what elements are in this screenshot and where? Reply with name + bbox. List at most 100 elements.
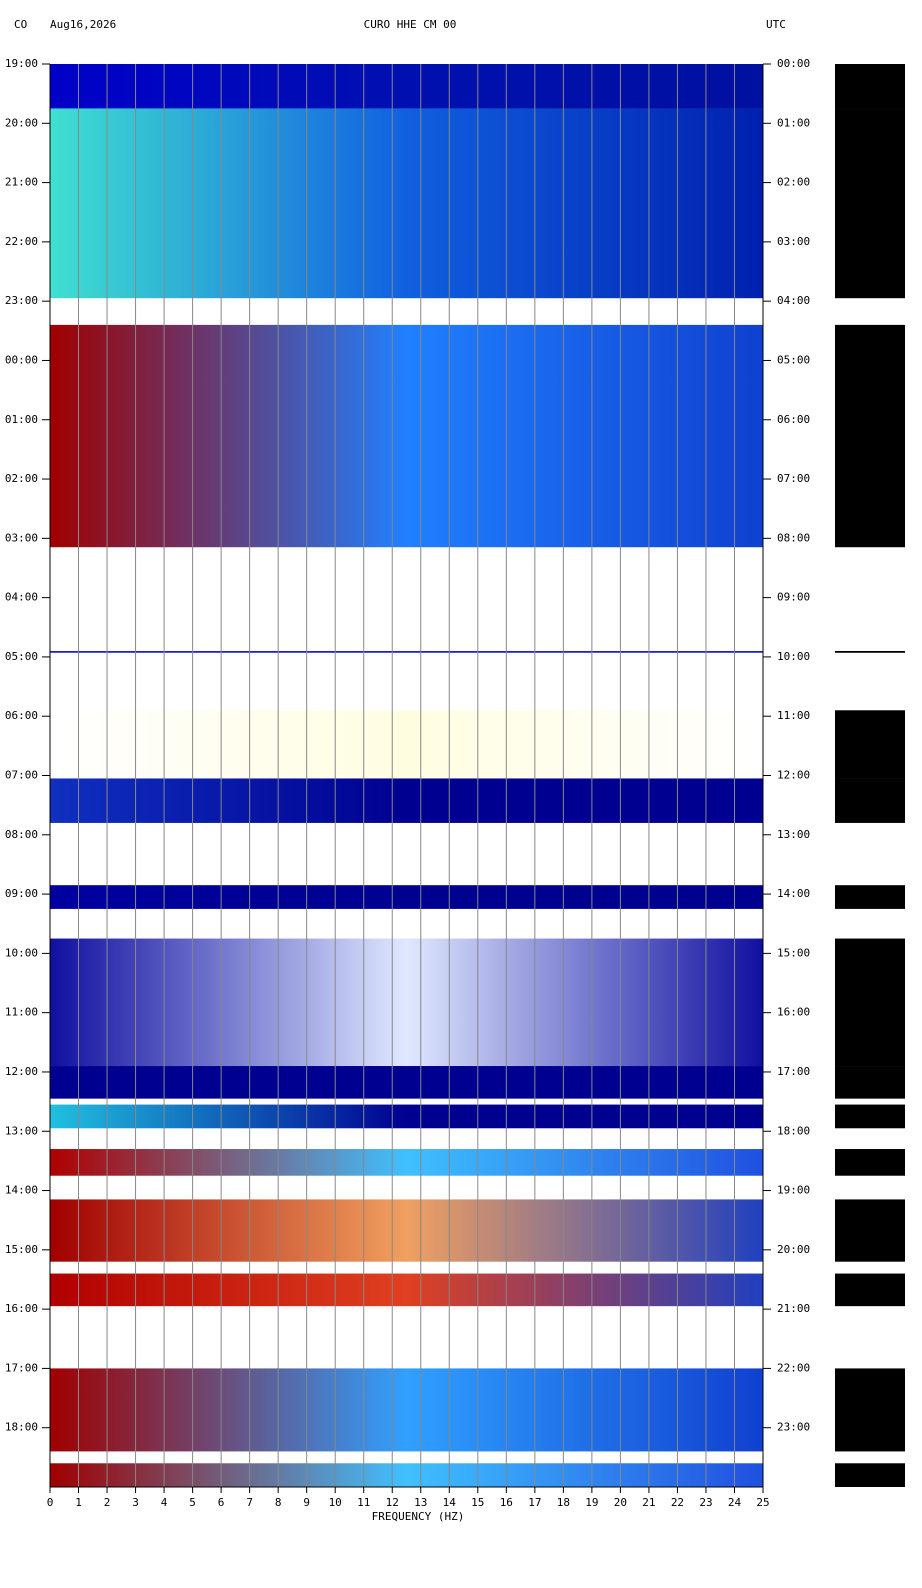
y-tick-label: 05:00 — [5, 650, 38, 663]
trace-segment — [835, 1273, 905, 1307]
y-tick-label: 21:00 — [5, 176, 38, 189]
y-tick-label: 00:00 — [5, 353, 38, 366]
x-tick-label: 8 — [275, 1496, 282, 1509]
trace-segment — [835, 64, 905, 109]
y2-tick-label: 13:00 — [777, 828, 810, 841]
x-tick-label: 12 — [386, 1496, 399, 1509]
spectrum-segment — [50, 1273, 763, 1307]
y2-tick-label: 14:00 — [777, 887, 810, 900]
y-tick-label: 17:00 — [5, 1361, 38, 1374]
x-tick-label: 18 — [557, 1496, 570, 1509]
trace-segment — [835, 938, 905, 1067]
y2-tick-label: 08:00 — [777, 531, 810, 544]
x-tick-label: 14 — [443, 1496, 457, 1509]
trace-segment — [835, 778, 905, 823]
y2-tick-label: 11:00 — [777, 709, 810, 722]
x-tick-label: 2 — [104, 1496, 111, 1509]
x-tick-label: 11 — [357, 1496, 370, 1509]
trace-segment — [835, 710, 905, 779]
y2-tick-label: 10:00 — [777, 650, 810, 663]
spectrum-segment — [50, 1463, 763, 1487]
y-tick-label: 08:00 — [5, 828, 38, 841]
network: CO — [14, 18, 27, 31]
spectrum-segment — [50, 650, 763, 653]
spectrum-segment — [50, 1199, 763, 1262]
trace-segment — [835, 1199, 905, 1262]
x-tick-label: 15 — [471, 1496, 484, 1509]
spectrum-segment — [50, 885, 763, 909]
x-tick-label: 22 — [671, 1496, 684, 1509]
y2-tick-label: 16:00 — [777, 1006, 810, 1019]
chart-title: CURO HHE CM 00 — [364, 18, 457, 31]
y2-tick-label: 23:00 — [777, 1421, 810, 1434]
trace-segment — [835, 1066, 905, 1099]
y-tick-label: 16:00 — [5, 1302, 38, 1315]
x-tick-label: 23 — [699, 1496, 712, 1509]
y2-tick-label: 05:00 — [777, 353, 810, 366]
trace-segment — [835, 885, 905, 909]
x-tick-label: 20 — [614, 1496, 627, 1509]
trace-segment — [835, 1104, 905, 1129]
y2-tick-label: 22:00 — [777, 1361, 810, 1374]
y-tick-label: 23:00 — [5, 294, 38, 307]
x-tick-label: 5 — [189, 1496, 196, 1509]
y-tick-label: 07:00 — [5, 769, 38, 782]
x-tick-label: 13 — [414, 1496, 427, 1509]
y-tick-label: 10:00 — [5, 946, 38, 959]
y-tick-label: 14:00 — [5, 1184, 38, 1197]
y-tick-label: 20:00 — [5, 116, 38, 129]
timezone: UTC — [766, 18, 786, 31]
y2-tick-label: 15:00 — [777, 946, 810, 959]
x-tick-label: 19 — [585, 1496, 598, 1509]
spectrum-segment — [50, 108, 763, 299]
x-tick-label: 9 — [303, 1496, 310, 1509]
y2-tick-label: 03:00 — [777, 235, 810, 248]
date: Aug16,2026 — [50, 18, 116, 31]
y2-tick-label: 07:00 — [777, 472, 810, 485]
y2-tick-label: 20:00 — [777, 1243, 810, 1256]
x-tick-label: 21 — [642, 1496, 655, 1509]
spectrum-segment — [50, 1368, 763, 1452]
y-tick-label: 22:00 — [5, 235, 38, 248]
x-tick-label: 3 — [132, 1496, 139, 1509]
y2-tick-label: 00:00 — [777, 57, 810, 70]
spectrum-segment — [50, 778, 763, 823]
y-tick-label: 06:00 — [5, 709, 38, 722]
x-tick-label: 4 — [161, 1496, 168, 1509]
y2-tick-label: 06:00 — [777, 413, 810, 426]
trace-segment — [835, 108, 905, 299]
x-tick-label: 10 — [329, 1496, 342, 1509]
trace-segment — [835, 1368, 905, 1452]
y-tick-label: 13:00 — [5, 1124, 38, 1137]
spectrum-segment — [50, 64, 763, 109]
spectrum-segment — [50, 1066, 763, 1099]
y-tick-label: 19:00 — [5, 57, 38, 70]
y2-tick-label: 19:00 — [777, 1184, 810, 1197]
spectrum-segment — [50, 1104, 763, 1129]
x-tick-label: 0 — [47, 1496, 54, 1509]
y-tick-label: 18:00 — [5, 1421, 38, 1434]
trace-segment — [835, 650, 905, 653]
x-tick-label: 7 — [246, 1496, 253, 1509]
x-tick-label: 25 — [756, 1496, 769, 1509]
y2-tick-label: 21:00 — [777, 1302, 810, 1315]
y-tick-label: 02:00 — [5, 472, 38, 485]
y2-tick-label: 01:00 — [777, 116, 810, 129]
y-tick-label: 01:00 — [5, 413, 38, 426]
y2-tick-label: 18:00 — [777, 1124, 810, 1137]
y-tick-label: 12:00 — [5, 1065, 38, 1078]
y2-tick-label: 12:00 — [777, 769, 810, 782]
x-tick-label: 16 — [500, 1496, 513, 1509]
x-tick-label: 1 — [75, 1496, 82, 1509]
y-tick-label: 04:00 — [5, 591, 38, 604]
y-tick-label: 11:00 — [5, 1006, 38, 1019]
x-axis-title: FREQUENCY (HZ) — [372, 1510, 465, 1523]
spectrum-segment — [50, 710, 763, 779]
trace-segment — [835, 1149, 905, 1176]
spectrum-segment — [50, 938, 763, 1067]
y-tick-label: 03:00 — [5, 531, 38, 544]
y-tick-label: 09:00 — [5, 887, 38, 900]
trace-segment — [835, 1463, 905, 1487]
x-tick-label: 17 — [528, 1496, 541, 1509]
y2-tick-label: 02:00 — [777, 176, 810, 189]
